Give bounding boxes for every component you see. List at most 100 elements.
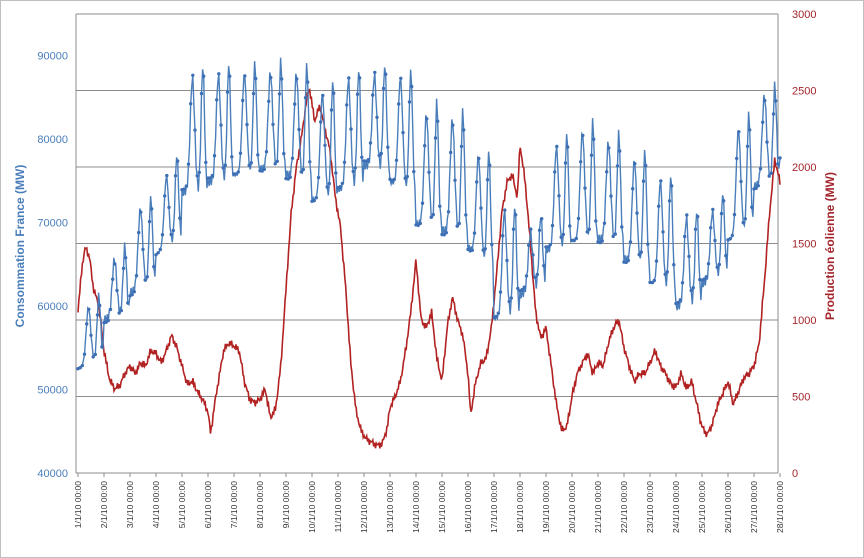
series-point-consommation <box>479 206 483 210</box>
series-point-consommation <box>425 117 429 121</box>
series-point-consommation <box>579 160 583 164</box>
x-tick-label: 6/1/10 00:00 <box>203 481 213 529</box>
series-point-consommation <box>301 167 305 172</box>
series-point-consommation <box>238 151 243 155</box>
series-point-consommation <box>147 219 152 224</box>
series-line-production-eolienne <box>77 88 781 449</box>
series-point-consommation <box>89 333 93 337</box>
series-point-consommation <box>472 231 477 235</box>
series-point-consommation <box>262 167 266 171</box>
series-point-consommation <box>410 84 414 89</box>
series-point-consommation <box>82 352 87 356</box>
series-point-consommation <box>745 144 750 148</box>
series-point-consommation <box>208 176 212 180</box>
series-point-consommation <box>693 227 698 231</box>
series-point-consommation <box>243 74 247 78</box>
y-left-tick-label: 70000 <box>37 218 68 230</box>
series-point-consommation <box>160 233 165 237</box>
series-point-consommation <box>173 174 178 178</box>
series-point-consommation <box>761 120 765 124</box>
series-point-consommation <box>475 180 479 184</box>
series-point-consommation <box>115 288 119 293</box>
series-point-consommation <box>167 205 171 210</box>
series-point-consommation <box>661 230 665 234</box>
series-point-consommation <box>117 311 121 315</box>
series-point-consommation <box>711 207 715 212</box>
series-point-consommation <box>628 240 633 244</box>
x-tick-label: 22/1/10 00:00 <box>619 481 629 533</box>
series-point-consommation <box>399 76 403 81</box>
series-point-consommation <box>529 227 533 231</box>
series-point-consommation <box>568 224 572 228</box>
series-point-consommation <box>685 213 689 217</box>
y-right-tick-label: 0 <box>792 468 798 480</box>
series-production-eolienne <box>77 88 781 449</box>
y-right-tick-label: 2000 <box>792 162 816 174</box>
series-point-consommation <box>91 355 95 359</box>
series-point-consommation <box>141 247 145 252</box>
series-point-consommation <box>754 186 758 190</box>
series-point-consommation <box>158 247 162 252</box>
series-point-consommation <box>93 352 98 357</box>
series-point-consommation <box>433 136 438 140</box>
series-point-consommation <box>702 277 706 281</box>
series-point-consommation <box>605 170 609 174</box>
series-point-consommation <box>566 145 570 149</box>
series-point-consommation <box>273 162 277 166</box>
series-point-consommation <box>732 212 737 217</box>
series-point-consommation <box>654 259 659 263</box>
series-point-consommation <box>585 230 589 234</box>
x-tick-label: 23/1/10 00:00 <box>645 481 655 533</box>
series-point-consommation <box>765 140 769 144</box>
series-point-consommation <box>327 181 331 186</box>
series-point-consommation <box>106 318 111 323</box>
series-point-consommation <box>722 199 726 203</box>
series-point-consommation <box>132 290 136 294</box>
series-point-consommation <box>152 265 156 269</box>
right-axis-ticks: 0 500 1000 1500 2000 2500 3000 <box>792 9 816 480</box>
series-point-consommation <box>555 144 559 149</box>
series-point-consommation <box>215 98 219 102</box>
series-point-consommation <box>314 196 318 200</box>
series-point-consommation <box>275 159 279 163</box>
series-point-consommation <box>212 154 217 158</box>
series-point-consommation <box>581 133 585 138</box>
series-point-consommation <box>620 225 624 229</box>
series-point-consommation <box>715 265 719 269</box>
series-point-consommation <box>691 286 695 290</box>
series-point-consommation <box>219 123 223 127</box>
series-point-consommation <box>719 211 724 216</box>
series-point-consommation <box>646 242 650 246</box>
series-point-consommation <box>392 177 396 182</box>
series-point-consommation <box>202 74 206 78</box>
x-tick-label: 20/1/10 00:00 <box>567 481 577 533</box>
series-point-consommation <box>557 194 561 198</box>
series-point-consommation <box>609 194 613 198</box>
y-axis-right-title: Production éolienne (MW) <box>823 172 837 320</box>
series-point-consommation <box>312 198 316 203</box>
x-tick-label: 28/1/10 00:00 <box>775 481 785 533</box>
series-point-consommation <box>763 98 767 103</box>
series-point-consommation <box>540 217 544 221</box>
x-tick-label: 7/1/10 00:00 <box>229 481 239 529</box>
series-point-consommation <box>368 141 373 145</box>
series-point-consommation <box>750 205 754 209</box>
series-point-consommation <box>355 92 360 96</box>
series-point-consommation <box>119 308 124 313</box>
y-right-tick-label: 500 <box>792 392 810 404</box>
series-point-consommation <box>485 178 490 182</box>
series-point-consommation <box>241 98 245 103</box>
series-point-consommation <box>663 272 667 276</box>
series-point-consommation <box>583 186 587 190</box>
series-point-consommation <box>431 212 435 217</box>
series-point-consommation <box>217 72 221 76</box>
series-point-consommation <box>626 258 630 263</box>
series-point-consommation <box>533 275 537 279</box>
series-point-consommation <box>706 262 711 266</box>
x-tick-label: 18/1/10 00:00 <box>515 481 525 533</box>
series-point-consommation <box>280 77 284 81</box>
series-point-consommation <box>325 185 329 189</box>
series-point-consommation <box>507 299 511 304</box>
gridlines <box>75 13 779 474</box>
